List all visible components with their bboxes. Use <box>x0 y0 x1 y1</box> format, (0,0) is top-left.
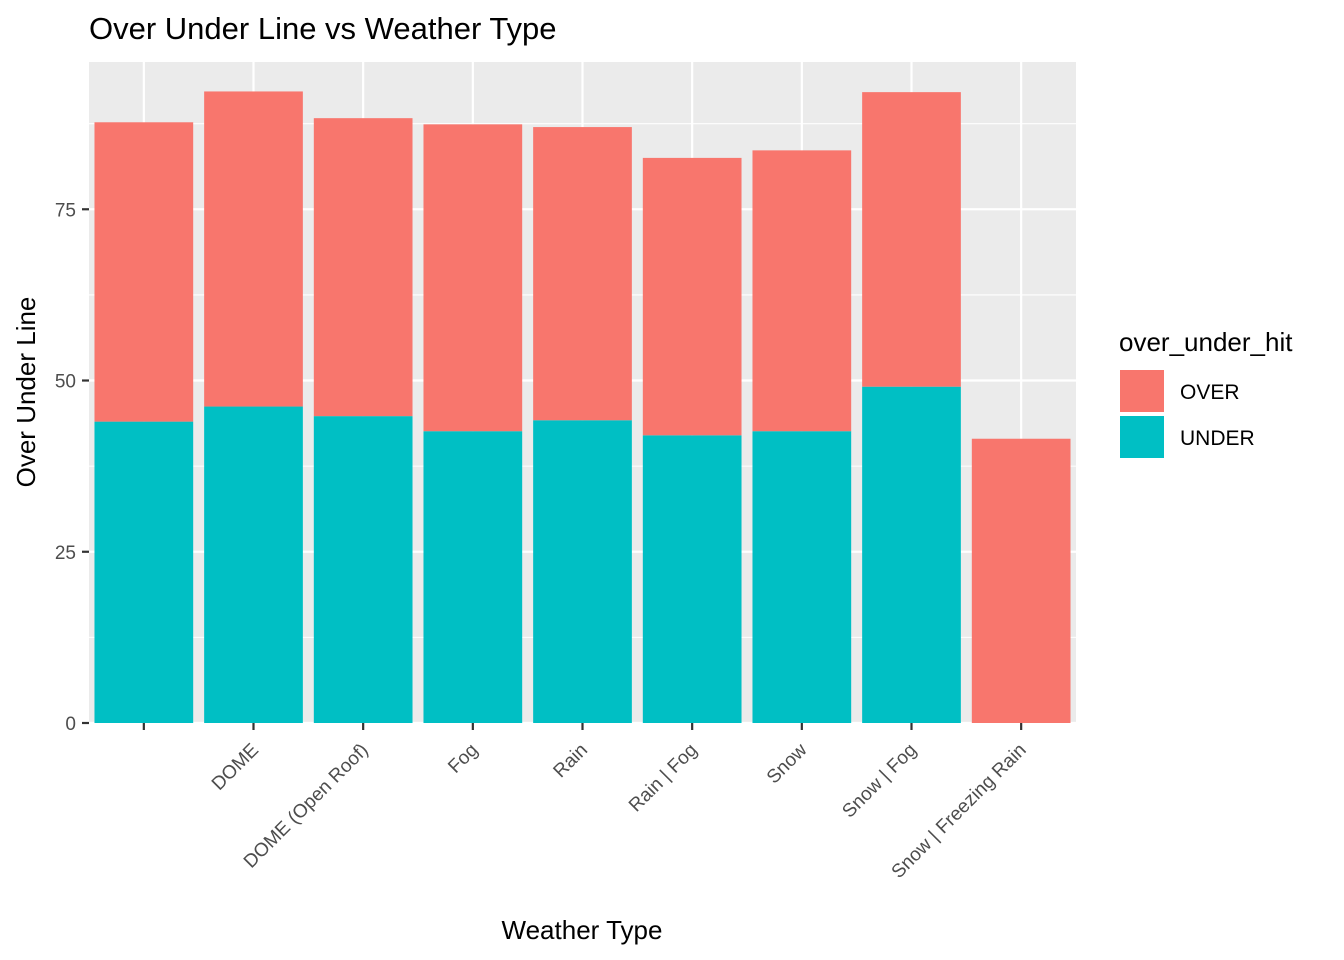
legend-title: over_under_hit <box>1119 327 1293 357</box>
y-tick-label: 25 <box>55 543 76 564</box>
bar-over <box>862 92 961 387</box>
legend-key-over <box>1120 370 1164 412</box>
y-tick-label: 50 <box>55 372 76 393</box>
bar-under <box>862 386 961 723</box>
legend-label-under: UNDER <box>1180 427 1255 450</box>
bars <box>94 91 1071 723</box>
bar-under <box>204 406 303 723</box>
x-tick-label: DOME (Open Roof) <box>240 740 373 873</box>
bar-over <box>313 118 413 417</box>
y-tick-label: 75 <box>55 200 76 221</box>
bar-under <box>94 421 194 723</box>
legend-key-under <box>1120 416 1164 458</box>
x-axis-title: Weather Type <box>502 915 663 945</box>
y-axis: 0 25 50 75 <box>55 200 89 735</box>
x-tick-label: Rain | Fog <box>625 740 702 817</box>
x-tick-label: Snow <box>763 739 812 788</box>
bar-under <box>423 431 523 723</box>
bar-over <box>204 91 303 407</box>
y-tick-label: 0 <box>65 714 76 735</box>
y-axis-title: Over Under Line <box>11 297 41 488</box>
bar-over <box>642 157 742 436</box>
chart-title: Over Under Line vs Weather Type <box>89 11 557 46</box>
bar-under <box>752 431 852 723</box>
bar-under <box>313 416 413 723</box>
bar-over <box>533 127 632 421</box>
x-tick-label: Snow | Fog <box>838 740 921 823</box>
x-tick-label: Fog <box>444 740 482 778</box>
bar-over <box>752 150 852 432</box>
bar-under <box>533 420 632 723</box>
legend: over_under_hit OVER UNDER <box>1119 327 1293 458</box>
x-tick-label: DOME <box>208 740 263 795</box>
bar-over <box>971 438 1071 723</box>
bar-over <box>423 124 523 432</box>
bar-under <box>642 435 742 723</box>
x-tick-label: Rain <box>550 740 592 782</box>
legend-label-over: OVER <box>1180 381 1240 404</box>
bar-over <box>94 122 194 422</box>
